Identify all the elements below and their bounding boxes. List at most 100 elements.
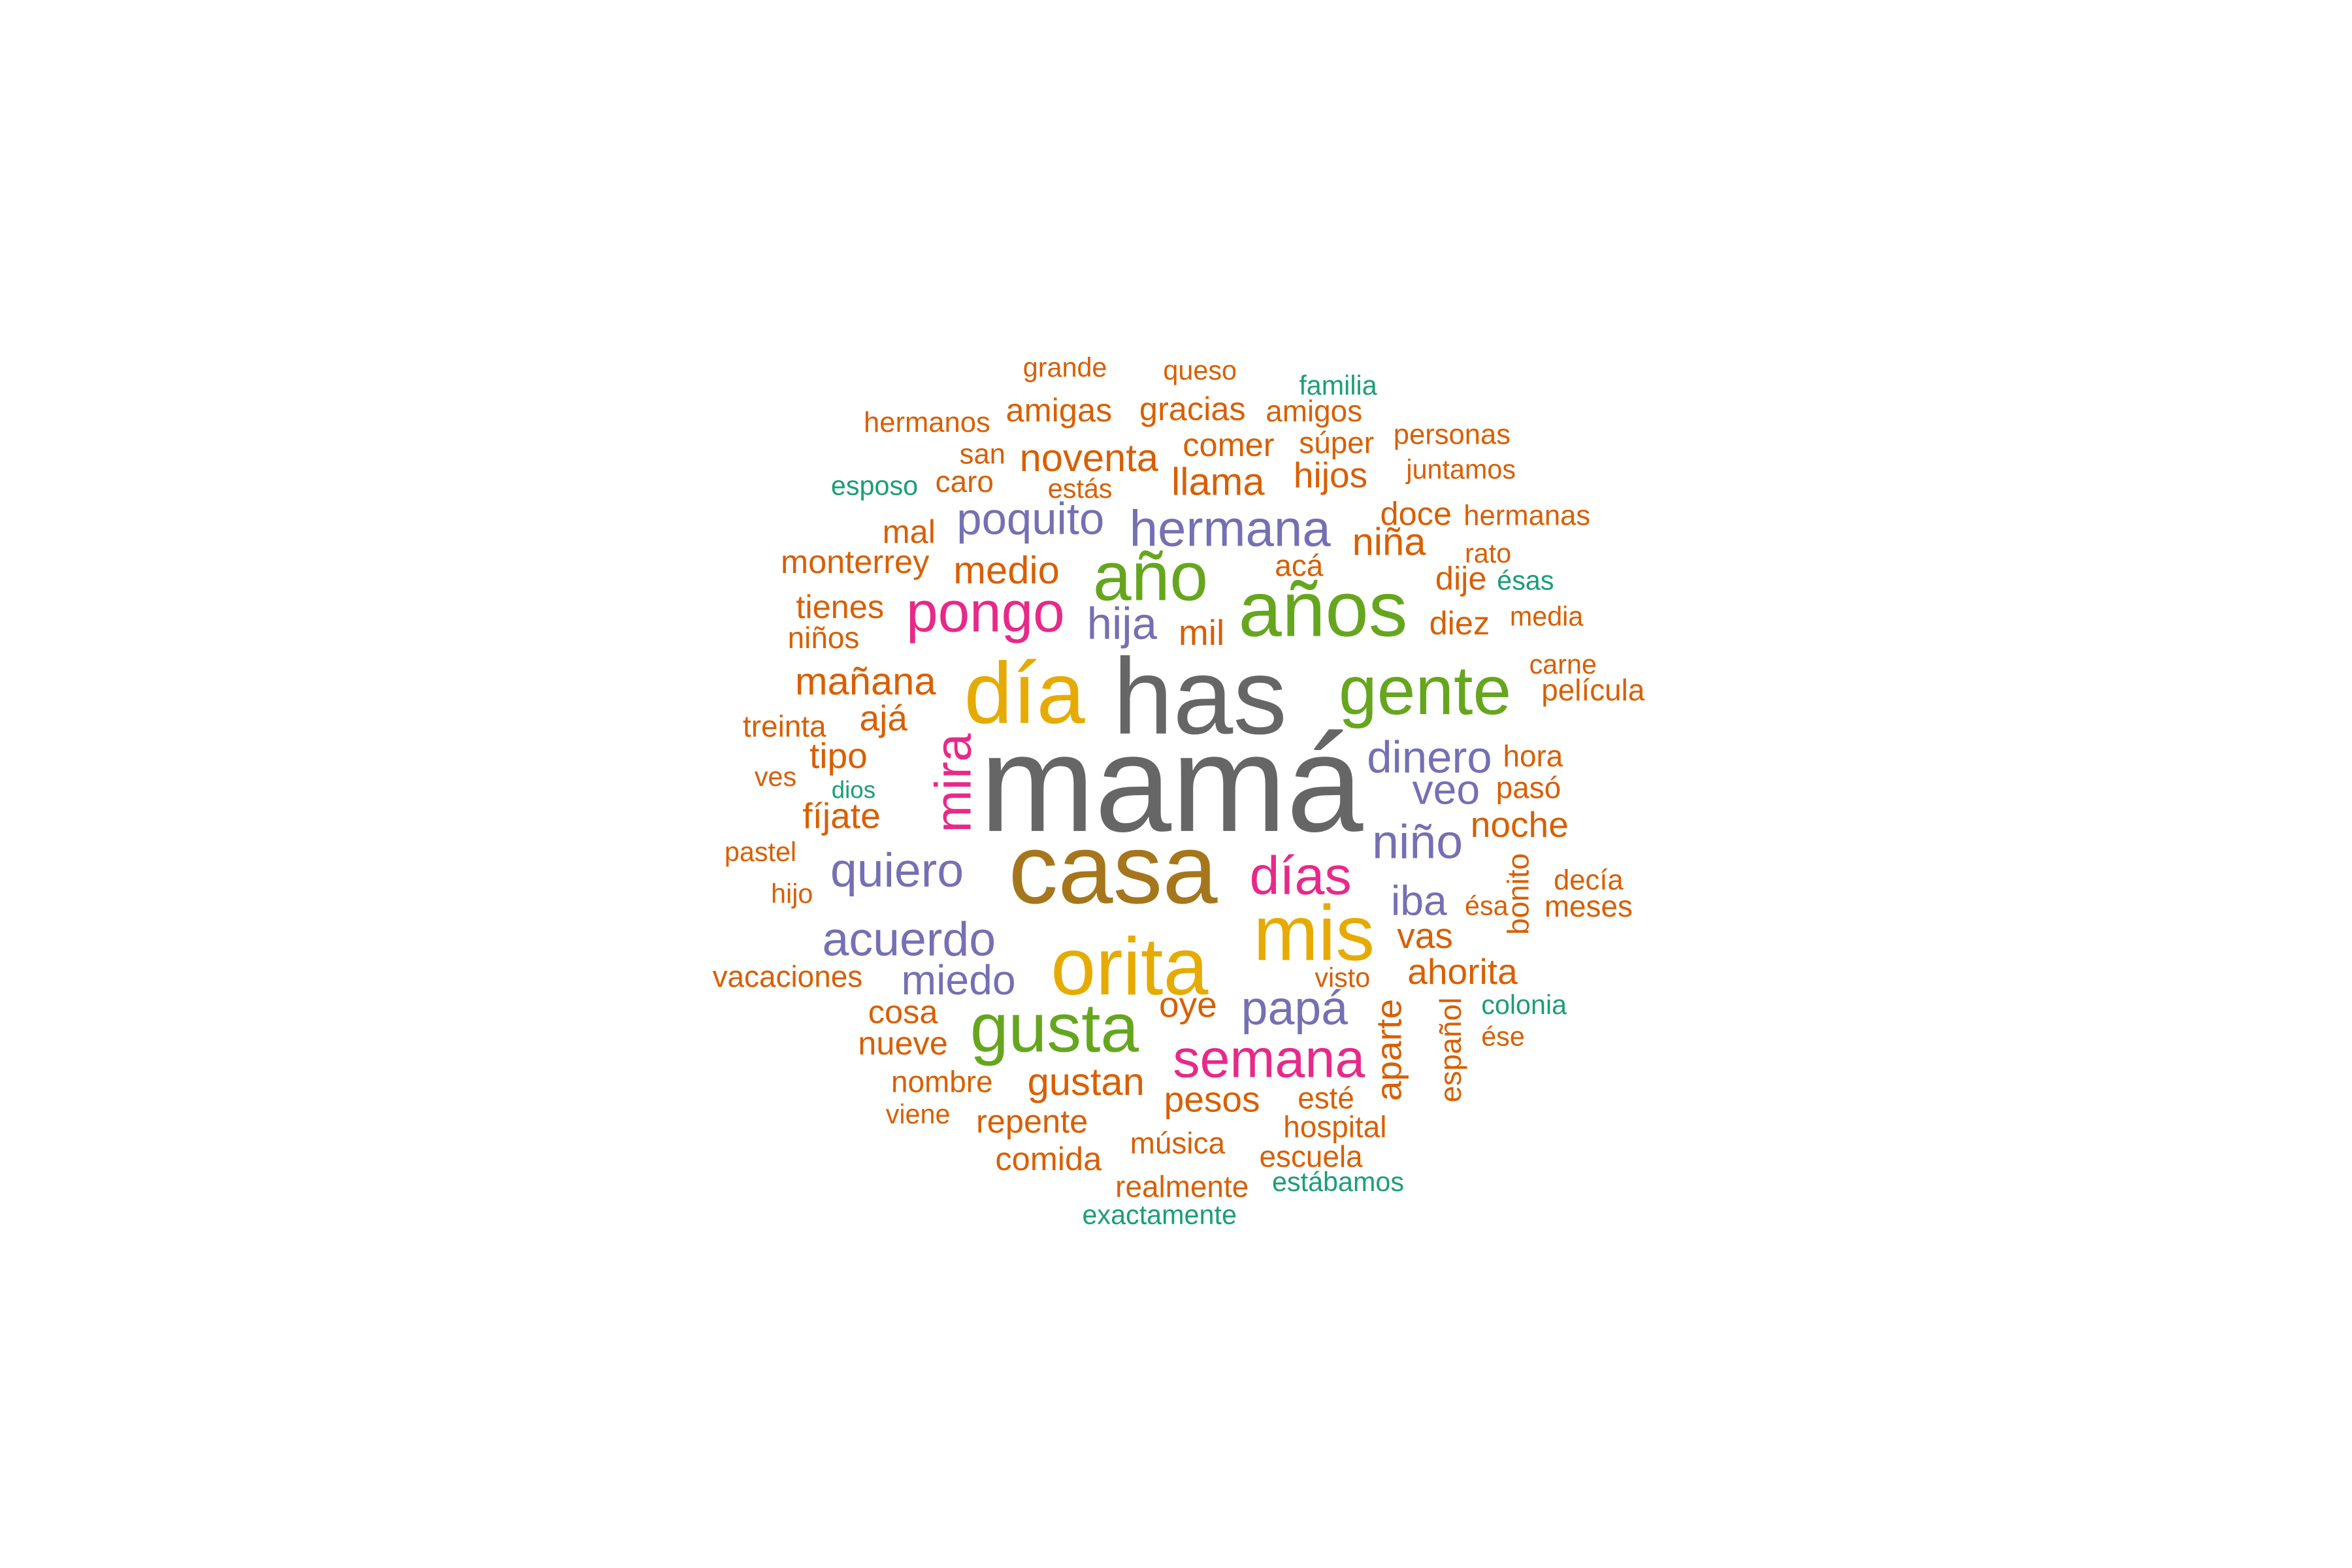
cloud-word: media (1510, 601, 1584, 631)
cloud-word: noche (1471, 804, 1569, 845)
cloud-word: mañana (795, 659, 937, 703)
cloud-word: viene (886, 1100, 951, 1130)
cloud-word: semana (1173, 1028, 1365, 1089)
cloud-word: estás (1048, 474, 1113, 504)
cloud-word: niño (1372, 814, 1463, 868)
cloud-word: quiero (830, 843, 964, 897)
cloud-word: pastel (725, 837, 796, 867)
cloud-word: papá (1241, 981, 1348, 1035)
cloud-word: noventa (1020, 436, 1159, 480)
cloud-word: mil (1179, 612, 1224, 653)
cloud-word: repente (976, 1102, 1088, 1139)
cloud-word: ajá (860, 698, 908, 738)
cloud-word: dios (832, 776, 875, 803)
cloud-word: pasó (1496, 770, 1561, 804)
cloud-word: treinta (743, 709, 826, 743)
cloud-word: hermanas (1463, 500, 1590, 532)
cloud-word: san (960, 438, 1005, 470)
cloud-word: súper (1299, 425, 1374, 459)
cloud-word: acuerdo (822, 912, 996, 966)
cloud-word: dije (1435, 559, 1487, 596)
cloud-word: ése (1481, 1021, 1525, 1051)
cloud-word: hermanos (864, 407, 990, 438)
cloud-word: años (1239, 566, 1408, 653)
cloud-word: música (1130, 1126, 1226, 1160)
cloud-word: nueve (858, 1024, 948, 1062)
cloud-word: exactamente (1082, 1200, 1236, 1230)
cloud-word: español (1433, 998, 1467, 1103)
cloud-word: aparte (1368, 999, 1409, 1101)
cloud-word: vacaciones (713, 960, 863, 994)
cloud-word: personas (1394, 419, 1511, 451)
cloud-word: mamá (980, 706, 1364, 860)
cloud-word: cosa (868, 993, 939, 1030)
cloud-word: comer (1183, 426, 1274, 463)
cloud-word: carne (1529, 649, 1597, 679)
cloud-word: iba (1391, 877, 1447, 924)
cloud-word: pesos (1164, 1079, 1260, 1119)
cloud-word: gracias (1139, 390, 1246, 427)
cloud-word: medio (953, 548, 1060, 592)
cloud-word: tipo (809, 736, 868, 776)
cloud-word: comida (995, 1140, 1102, 1177)
cloud-word: hospital (1283, 1109, 1386, 1143)
cloud-word: gustan (1028, 1060, 1145, 1103)
cloud-word: colonia (1481, 990, 1567, 1020)
cloud-word: fíjate (802, 795, 880, 836)
cloud-word: familia (1299, 370, 1377, 400)
cloud-word: tienes (796, 588, 884, 625)
cloud-word: mal (883, 513, 936, 550)
cloud-word: decía (1554, 865, 1624, 896)
cloud-word: oye (1159, 985, 1217, 1025)
cloud-word: amigos (1266, 394, 1362, 428)
cloud-word: mis (1253, 890, 1375, 977)
cloud-word: casa (1009, 814, 1218, 924)
cloud-word: veo (1412, 766, 1480, 813)
cloud-word: caro (936, 465, 994, 498)
cloud-word: mira (924, 733, 982, 832)
cloud-word: meses (1544, 889, 1633, 923)
cloud-word: grande (1023, 352, 1107, 382)
cloud-word: nombre (891, 1064, 993, 1098)
cloud-word: llama (1171, 460, 1265, 504)
cloud-word: doce (1380, 495, 1452, 532)
cloud-word: esposo (831, 471, 918, 501)
cloud-word: hija (1087, 598, 1158, 649)
cloud-word: niños (788, 621, 860, 655)
cloud-word: realmente (1115, 1169, 1249, 1203)
cloud-word: días (1249, 845, 1351, 906)
cloud-word: juntamos (1405, 454, 1516, 484)
cloud-word: bonito (1501, 853, 1535, 935)
cloud-word: miedo (902, 956, 1016, 1004)
cloud-word: vas (1397, 915, 1453, 956)
cloud-word: película (1541, 673, 1645, 707)
cloud-word: escuela (1260, 1139, 1364, 1173)
cloud-word: hijo (771, 879, 813, 909)
cloud-word: amigas (1006, 391, 1113, 429)
cloud-word: acá (1275, 549, 1323, 583)
cloud-word: pongo (906, 581, 1064, 644)
cloud-word: monterrey (781, 543, 930, 580)
cloud-word: visto (1315, 963, 1370, 993)
cloud-word: poquito (956, 493, 1104, 544)
cloud-word: día (964, 645, 1086, 742)
cloud-word: estábamos (1272, 1167, 1404, 1197)
cloud-word: diez (1429, 604, 1490, 642)
cloud-word: hora (1503, 739, 1563, 773)
cloud-word: año (1093, 538, 1208, 615)
cloud-word: dinero (1367, 732, 1492, 782)
cloud-word: ésa (1465, 891, 1509, 921)
cloud-word: gente (1339, 652, 1511, 729)
cloud-word: rato (1465, 538, 1511, 568)
cloud-word: ésas (1497, 565, 1554, 595)
cloud-word: ahorita (1407, 951, 1518, 992)
cloud-word: hermana (1130, 500, 1331, 557)
cloud-word: hijos (1294, 455, 1367, 495)
cloud-word: orita (1051, 922, 1208, 1012)
cloud-word: gusta (970, 989, 1139, 1066)
cloud-word: has (1113, 636, 1287, 757)
cloud-word: esté (1298, 1081, 1354, 1115)
cloud-word: queso (1163, 355, 1237, 385)
cloud-word: niña (1352, 520, 1427, 564)
